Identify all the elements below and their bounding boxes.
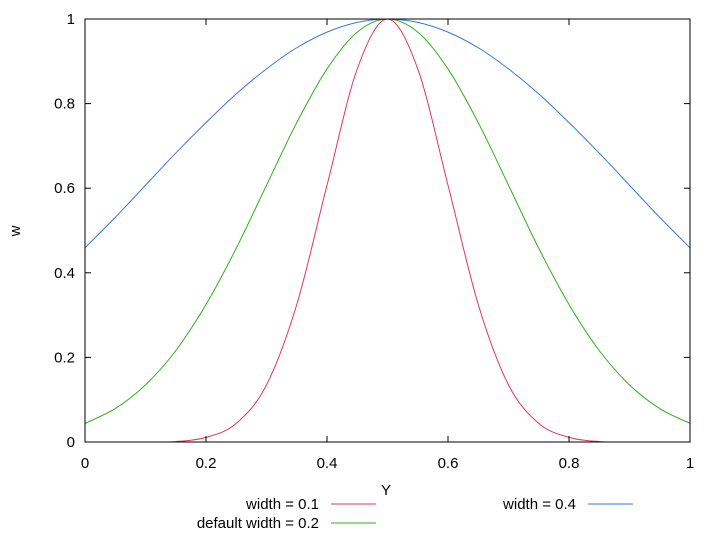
plot-frame xyxy=(84,18,691,443)
x-tick-label: 0.6 xyxy=(438,455,459,472)
x-tick-label: 1 xyxy=(686,455,694,472)
legend-label: width = 0.4 xyxy=(502,496,576,513)
y-tick-label: 0.2 xyxy=(54,349,75,366)
y-tick-label: 1 xyxy=(67,11,75,28)
y-axis-label: w xyxy=(7,225,24,237)
x-tick-label: 0.8 xyxy=(559,455,580,472)
x-axis-label: Y xyxy=(381,482,391,499)
y-tick-label: 0.6 xyxy=(54,180,75,197)
x-tick-label: 0.4 xyxy=(317,455,338,472)
y-tick-label: 0.8 xyxy=(54,96,75,113)
x-tick-label: 0 xyxy=(81,455,89,472)
x-tick-label: 0.2 xyxy=(196,455,217,472)
y-tick-label: 0 xyxy=(67,434,75,451)
y-tick-label: 0.4 xyxy=(54,265,75,282)
legend-label: default width = 0.2 xyxy=(197,515,319,532)
legend: width = 0.1 default width = 0.2 width = 0.… xyxy=(197,496,633,532)
axes: 0 0.2 0.4 0.6 0.8 1 0 0.2 0.4 0.6 0.8 1 xyxy=(54,11,694,472)
legend-label: width = 0.1 xyxy=(245,496,319,513)
